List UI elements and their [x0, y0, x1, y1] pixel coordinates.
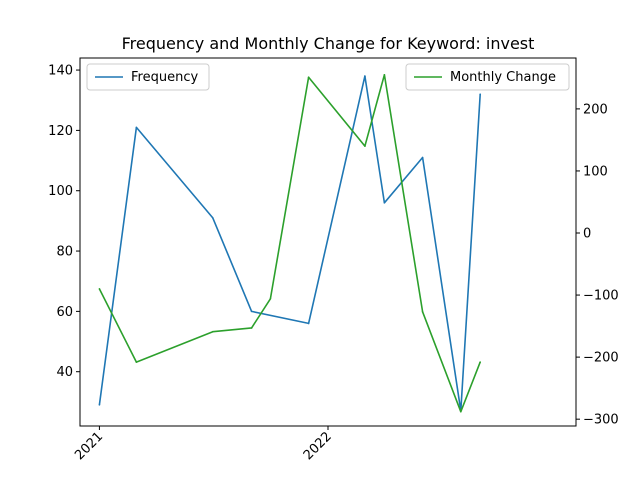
- left-tick-label: 100: [48, 184, 73, 199]
- right-tick-label: −100: [583, 289, 619, 304]
- x-axis: 2021 2022: [72, 426, 335, 463]
- data-point-frequency: [479, 93, 481, 95]
- data-point-monthly-change: [269, 297, 272, 300]
- data-point-monthly-change: [211, 330, 214, 333]
- legend-monthly-change-label: Monthly Change: [450, 70, 556, 85]
- x-tick-label: 2022: [301, 429, 335, 463]
- right-tick-label: 100: [583, 164, 608, 179]
- legend-frequency-label: Frequency: [131, 70, 198, 85]
- data-point-monthly-change: [98, 288, 101, 290]
- plot-frame: [79, 57, 577, 427]
- chart-title: Frequency and Monthly Change for Keyword…: [122, 34, 535, 53]
- data-point-frequency: [421, 156, 424, 159]
- data-point-monthly-change: [135, 361, 138, 363]
- data-point-monthly-change: [421, 311, 424, 313]
- data-point-monthly-change: [479, 361, 481, 363]
- left-tick-label: 80: [56, 245, 73, 260]
- plot-lines: [98, 73, 481, 413]
- right-y-axis: −300 −200 −100 0 100 200: [576, 102, 619, 428]
- left-tick-label: 40: [56, 365, 73, 380]
- left-tick-label: 140: [48, 64, 73, 79]
- data-point-frequency: [135, 126, 138, 129]
- right-tick-label: 0: [583, 227, 591, 242]
- data-point-monthly-change: [307, 76, 310, 79]
- left-tick-label: 60: [56, 305, 73, 320]
- series-line-frequency: [98, 75, 481, 412]
- data-point-monthly-change: [383, 73, 386, 76]
- data-point-frequency: [98, 404, 101, 406]
- legend-monthly-change: Monthly Change: [405, 63, 570, 91]
- series-line-monthly-change: [98, 74, 481, 413]
- data-point-frequency: [364, 75, 366, 77]
- data-point-frequency: [211, 217, 214, 219]
- legend-frequency: Frequency: [86, 63, 210, 91]
- left-tick-label: 120: [48, 124, 73, 139]
- data-point-frequency: [250, 310, 253, 313]
- data-point-frequency: [307, 322, 310, 325]
- right-tick-label: −200: [583, 351, 619, 366]
- data-point-monthly-change: [364, 145, 366, 147]
- legend-box: [86, 63, 210, 91]
- x-tick-label: 2021: [72, 429, 106, 463]
- data-point-monthly-change: [459, 410, 462, 413]
- data-point-frequency: [383, 201, 386, 204]
- right-tick-label: −300: [583, 413, 619, 428]
- legend-box: [405, 63, 570, 91]
- right-tick-label: 200: [583, 102, 608, 117]
- left-y-axis: 40 60 80 100 120 140: [48, 64, 80, 380]
- data-point-monthly-change: [250, 327, 253, 329]
